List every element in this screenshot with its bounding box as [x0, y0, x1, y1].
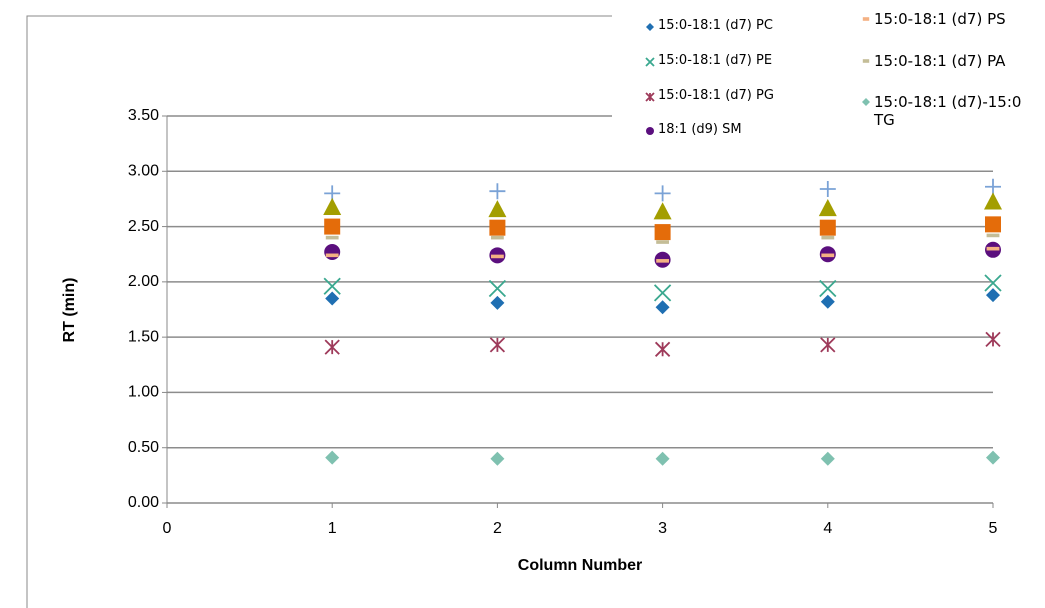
marker-triangle — [488, 200, 507, 218]
marker-asterisk — [820, 337, 836, 353]
marker-diamond — [325, 291, 340, 306]
marker-square — [324, 218, 341, 235]
marker-triangle — [984, 192, 1002, 210]
marker-square — [654, 224, 671, 241]
legend-label: 15:0-18:1 (d7) PE — [658, 53, 773, 68]
marker-circle — [324, 244, 341, 261]
legend: 15:0-18:1 (d7) PC 15:0-18:1 (d7) PE 15:0-1… — [612, 0, 1045, 150]
legend-entry: 18:1 (d9) SM — [644, 122, 742, 138]
marker-dash — [862, 17, 870, 21]
marker-x — [488, 279, 507, 298]
legend-label: 15:0-18:1 (d7) PG — [658, 88, 774, 103]
marker-diamond — [655, 451, 670, 466]
x-axis-title: Column Number — [518, 557, 642, 574]
x-tick-label: 0 — [163, 520, 172, 537]
marker-diamond — [986, 450, 1000, 465]
marker-asterisk — [324, 339, 340, 355]
x-tick-label: 4 — [823, 520, 832, 537]
legend-entry: 15:0-18:1 (d7) PE — [644, 53, 772, 69]
marker-dash — [821, 253, 835, 258]
legend-swatch — [646, 127, 654, 135]
marker-dash — [986, 233, 1000, 238]
marker-asterisk — [985, 331, 1001, 347]
marker-diamond — [986, 288, 1000, 303]
y-tick-label: 1.00 — [128, 384, 159, 401]
y-tick-label: 3.00 — [128, 163, 159, 180]
marker-x — [653, 284, 672, 302]
marker-asterisk — [654, 341, 671, 357]
marker-asterisk — [489, 337, 506, 353]
marker-diamond — [655, 300, 670, 315]
legend-swatch — [645, 57, 655, 67]
y-axis-title: RT (min) — [61, 278, 78, 343]
marker-circle — [646, 127, 654, 135]
legend-entry: 15:0-18:1 (d7) PA — [860, 52, 1040, 70]
marker-diamond — [490, 451, 505, 466]
marker-plus — [654, 185, 671, 202]
legend-swatch — [862, 59, 870, 63]
legend-swatch — [646, 23, 654, 31]
chart-frame — [26, 15, 1045, 608]
marker-triangle — [818, 198, 837, 217]
y-tick-label: 3.50 — [128, 107, 159, 124]
legend-label: 15:0-18:1 (d7) PA — [874, 52, 1006, 70]
y-tick-label: 0.50 — [128, 439, 159, 456]
legend-swatch — [862, 17, 870, 21]
marker-plus — [819, 180, 836, 197]
legend-swatch — [862, 98, 870, 106]
marker-diamond — [646, 23, 654, 31]
legend-swatch — [645, 92, 655, 102]
legend-entry: 15:0-18:1 (d7) PG — [644, 88, 774, 104]
legend-entry: 15:0-18:1 (d7)-15:0 TG — [860, 93, 1040, 129]
marker-dash — [491, 235, 504, 240]
marker-square — [489, 219, 506, 236]
x-tick-label: 3 — [658, 520, 667, 537]
marker-square — [985, 216, 1001, 233]
legend-entry: 15:0-18:1 (d7) PS — [860, 10, 1040, 28]
marker-dash — [325, 253, 339, 258]
legend-entry: 15:0-18:1 (d7) PC — [644, 18, 773, 34]
marker-diamond — [490, 295, 505, 310]
marker-plus — [489, 183, 506, 200]
marker-plus — [985, 178, 1001, 195]
marker-dash — [986, 246, 1000, 251]
marker-triangle — [323, 197, 342, 215]
marker-dash — [821, 235, 835, 240]
y-tick-label: 2.00 — [128, 273, 159, 290]
marker-dash — [656, 240, 669, 244]
marker-triangle — [653, 202, 672, 220]
legend-label: 15:0-18:1 (d7) PS — [874, 10, 1006, 28]
x-tick-label: 5 — [989, 520, 998, 537]
legend-label: 18:1 (d9) SM — [658, 122, 742, 137]
marker-diamond — [325, 450, 340, 465]
legend-label: 15:0-18:1 (d7)-15:0 TG — [874, 93, 1022, 129]
marker-dash — [656, 259, 669, 263]
marker-x — [984, 274, 1002, 292]
marker-square — [819, 219, 836, 236]
y-tick-label: 0.00 — [128, 494, 159, 511]
marker-dash — [491, 254, 504, 259]
marker-x — [645, 57, 655, 67]
x-tick-label: 1 — [328, 520, 337, 537]
x-tick-label: 2 — [493, 520, 502, 537]
marker-dash — [862, 59, 870, 63]
marker-x — [819, 279, 837, 298]
marker-diamond — [820, 294, 835, 309]
marker-diamond — [820, 451, 835, 466]
legend-label: 15:0-18:1 (d7) PC — [658, 18, 773, 33]
marker-dash — [325, 235, 339, 240]
marker-x — [323, 277, 341, 295]
marker-diamond — [862, 98, 870, 106]
y-tick-label: 2.50 — [128, 218, 159, 235]
y-tick-label: 1.50 — [128, 328, 159, 345]
marker-asterisk — [645, 92, 655, 102]
